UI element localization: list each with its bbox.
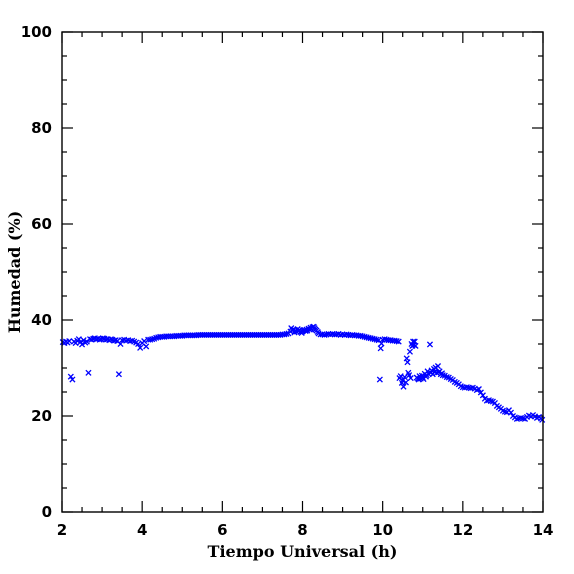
data-point [66, 338, 73, 345]
y-axis-title: Humedad (%) [5, 211, 24, 334]
data-point [519, 415, 527, 422]
data-point [407, 375, 414, 382]
data-point [67, 373, 74, 380]
data-point [404, 359, 411, 366]
data-point [373, 336, 380, 343]
data-point [99, 335, 106, 342]
data-points [59, 323, 546, 423]
axis-ticks [61, 31, 544, 513]
x-tick-label: 10 [372, 521, 393, 539]
data-point [501, 408, 508, 415]
y-tick-label: 100 [21, 23, 52, 41]
x-tick-label: 14 [533, 521, 554, 539]
data-point [78, 341, 86, 348]
x-tick-label: 8 [297, 521, 307, 539]
x-tick-label: 2 [57, 521, 67, 539]
data-point [412, 342, 419, 349]
data-point [107, 336, 114, 343]
x-axis-title: Tiempo Universal (h) [208, 542, 398, 561]
data-point [377, 345, 384, 352]
data-point [406, 348, 413, 355]
data-point [402, 379, 409, 386]
data-point [426, 341, 434, 348]
data-point [96, 336, 103, 343]
data-point [149, 336, 156, 343]
y-tick-label: 0 [42, 503, 52, 521]
plot-frame [61, 31, 544, 513]
y-tick-label: 20 [31, 407, 52, 425]
data-point [475, 386, 482, 393]
data-point [69, 376, 76, 383]
data-point [143, 343, 150, 350]
y-tick-label: 40 [31, 311, 52, 329]
data-point [395, 338, 402, 345]
data-point [399, 377, 406, 384]
data-point [141, 338, 148, 345]
tick-labels: 2 4 6 8 10 12 14 0 20 40 60 80 100 [21, 23, 554, 539]
data-point [393, 338, 400, 345]
y-tick-label: 60 [31, 215, 52, 233]
data-point [487, 398, 494, 405]
x-tick-label: 4 [137, 521, 147, 539]
data-point [85, 369, 92, 376]
data-point [439, 372, 446, 379]
data-point [400, 383, 407, 390]
data-point [137, 344, 144, 351]
data-point [434, 363, 442, 370]
data-point [406, 372, 413, 379]
data-point [443, 374, 450, 381]
data-point [507, 409, 514, 416]
data-point [115, 371, 122, 378]
y-tick-label: 80 [31, 119, 52, 137]
data-point [479, 392, 486, 399]
data-point [75, 336, 82, 343]
data-point [539, 416, 546, 423]
x-tick-label: 6 [217, 521, 227, 539]
x-tick-label: 12 [452, 521, 473, 539]
data-point [283, 330, 290, 337]
data-point [376, 376, 383, 383]
